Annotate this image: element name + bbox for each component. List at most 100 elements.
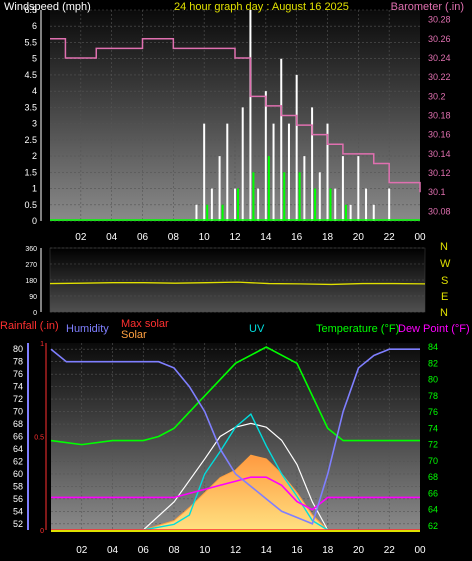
humidity-y-tick-label: 56 bbox=[13, 494, 23, 504]
barometer-line bbox=[50, 38, 421, 193]
rainfall-y-tick-label: 0 bbox=[40, 528, 44, 535]
humidity-y-tick-label: 78 bbox=[13, 357, 23, 367]
wind-direction-line bbox=[49, 281, 426, 286]
humidity-y-tick-label: 74 bbox=[13, 382, 23, 392]
barometer-y-tick-label: 30.12 bbox=[428, 168, 451, 178]
barometer-y-tick-label: 30.1 bbox=[428, 187, 446, 197]
wind-y-tick-label: 5 bbox=[32, 54, 37, 64]
direction-y-tick-label: 90 bbox=[29, 294, 37, 301]
barometer-y-tick-label: 30.22 bbox=[428, 72, 451, 82]
rainfall-legend: Rainfall (.in) bbox=[0, 320, 59, 332]
direction-y-tick-label: 360 bbox=[25, 246, 37, 253]
wind-x-tick-label: 10 bbox=[199, 232, 211, 243]
wind-x-tick-label: 22 bbox=[384, 232, 396, 243]
humidity-y-tick-label: 64 bbox=[13, 444, 23, 454]
barometer-title: Barometer (.in) bbox=[390, 1, 464, 13]
temperature-y-tick-label: 66 bbox=[428, 488, 438, 498]
weather-x-tick-label: 06 bbox=[138, 545, 150, 556]
wind-y-tick-label: 4 bbox=[32, 86, 37, 96]
humidity-y-tick-label: 72 bbox=[13, 394, 23, 404]
humidity-y-tick-label: 76 bbox=[13, 369, 23, 379]
wind-x-tick-label: 14 bbox=[260, 232, 272, 243]
temperature-y-tick-label: 74 bbox=[428, 423, 438, 433]
temperature-y-tick-label: 70 bbox=[428, 456, 438, 466]
temperature-y-tick-label: 72 bbox=[428, 440, 438, 450]
wind-x-tick-label: 20 bbox=[353, 232, 365, 243]
weather-x-tick-label: 16 bbox=[291, 545, 303, 556]
wind-y-tick-label: 1.5 bbox=[24, 167, 37, 177]
wind-y-tick-label: 1 bbox=[32, 184, 37, 194]
wind-y-tick-label: 3.5 bbox=[24, 102, 37, 112]
humidity-y-tick-label: 58 bbox=[13, 481, 23, 491]
axis-ticks: 0 0.5 1 1.5 2 2.5 3 3.5 4 4.5 5 5.5 6 6.5 30.08 30.1 30.… bbox=[13, 5, 451, 556]
max-solar-line bbox=[142, 422, 329, 531]
barometer-y-tick-label: 30.08 bbox=[428, 206, 451, 216]
humidity-y-tick-label: 66 bbox=[13, 432, 23, 442]
uv-legend: UV bbox=[249, 323, 265, 335]
humidity-y-tick-label: 62 bbox=[13, 456, 23, 466]
temperature-y-tick-label: 84 bbox=[428, 342, 438, 352]
wind-x-tick-label: 12 bbox=[229, 232, 241, 243]
wind-y-tick-label: 2 bbox=[32, 151, 37, 161]
wind-y-tick-label: 5.5 bbox=[24, 37, 37, 47]
direction-y-tick-label: 0 bbox=[33, 310, 37, 317]
humidity-y-tick-label: 54 bbox=[13, 506, 23, 516]
barometer-y-tick-label: 30.14 bbox=[428, 149, 451, 159]
humidity-y-tick-label: 70 bbox=[13, 407, 23, 417]
rainfall-y-tick-label: 0.5 bbox=[34, 435, 44, 442]
weather-x-tick-label: 02 bbox=[76, 545, 88, 556]
humidity-y-tick-label: 60 bbox=[13, 469, 23, 479]
temperature-y-tick-label: 78 bbox=[428, 391, 438, 401]
humidity-y-tick-label: 68 bbox=[13, 419, 23, 429]
dewpoint-legend: Dew Point (°F) bbox=[398, 323, 470, 335]
weather-x-tick-label: 00 bbox=[414, 545, 426, 556]
wind-x-tick-label: 02 bbox=[75, 232, 87, 243]
temperature-line bbox=[50, 346, 420, 446]
humidity-y-tick-label: 80 bbox=[13, 344, 23, 354]
barometer-y-tick-label: 30.26 bbox=[428, 34, 451, 44]
dir-label-n-top: N bbox=[440, 241, 448, 253]
temperature-legend: Temperature (°F) bbox=[316, 323, 400, 335]
weather-x-tick-label: 14 bbox=[261, 545, 273, 556]
direction-y-tick-label: 180 bbox=[25, 278, 37, 285]
plot-backgrounds bbox=[49, 10, 426, 530]
humidity-line bbox=[50, 348, 420, 525]
barometer-y-tick-label: 30.18 bbox=[428, 111, 451, 121]
wind-y-tick-label: 0 bbox=[32, 216, 37, 226]
wind-x-tick-label: 16 bbox=[291, 232, 303, 243]
barometer-y-tick-label: 30.28 bbox=[428, 15, 451, 25]
weather-x-tick-label: 22 bbox=[384, 545, 396, 556]
rainfall-y-tick-label: 1 bbox=[40, 341, 44, 348]
weather-x-tick-label: 10 bbox=[199, 545, 211, 556]
wind-y-tick-label: 0.5 bbox=[24, 200, 37, 210]
wind-x-tick-label: 06 bbox=[137, 232, 149, 243]
temperature-y-tick-label: 80 bbox=[428, 375, 438, 385]
wind-y-tick-label: 4.5 bbox=[24, 70, 37, 80]
max-solar-legend: Max solar bbox=[121, 318, 169, 330]
wind-x-tick-label: 08 bbox=[168, 232, 180, 243]
weather-x-tick-label: 08 bbox=[168, 545, 180, 556]
wind-x-tick-label: 00 bbox=[414, 232, 426, 243]
windspeed-title: Windspeed (mph) bbox=[4, 1, 91, 13]
weather-x-tick-label: 20 bbox=[353, 545, 365, 556]
humidity-y-tick-label: 52 bbox=[13, 519, 23, 529]
barometer-y-tick-label: 30.16 bbox=[428, 130, 451, 140]
barometer-y-tick-label: 30.2 bbox=[428, 91, 446, 101]
weather-x-tick-label: 12 bbox=[230, 545, 242, 556]
barometer-y-tick-label: 30.24 bbox=[428, 53, 451, 63]
temperature-y-tick-label: 76 bbox=[428, 407, 438, 417]
humidity-legend: Humidity bbox=[66, 323, 109, 335]
temperature-y-tick-label: 82 bbox=[428, 358, 438, 368]
wind-y-tick-label: 6 bbox=[32, 21, 37, 31]
dir-label-s: S bbox=[441, 275, 449, 287]
dir-label-n-bottom: N bbox=[440, 307, 448, 319]
wind-x-tick-label: 18 bbox=[322, 232, 334, 243]
chart-marks bbox=[49, 10, 426, 531]
wind-x-tick-label: 04 bbox=[106, 232, 118, 243]
dir-label-e: E bbox=[441, 291, 449, 303]
chart-date-title: 24 hour graph day : August 16 2025 bbox=[174, 1, 349, 13]
dir-label-w: W bbox=[440, 258, 451, 270]
wind-y-tick-label: 3 bbox=[32, 119, 37, 129]
uv-line bbox=[143, 412, 329, 531]
